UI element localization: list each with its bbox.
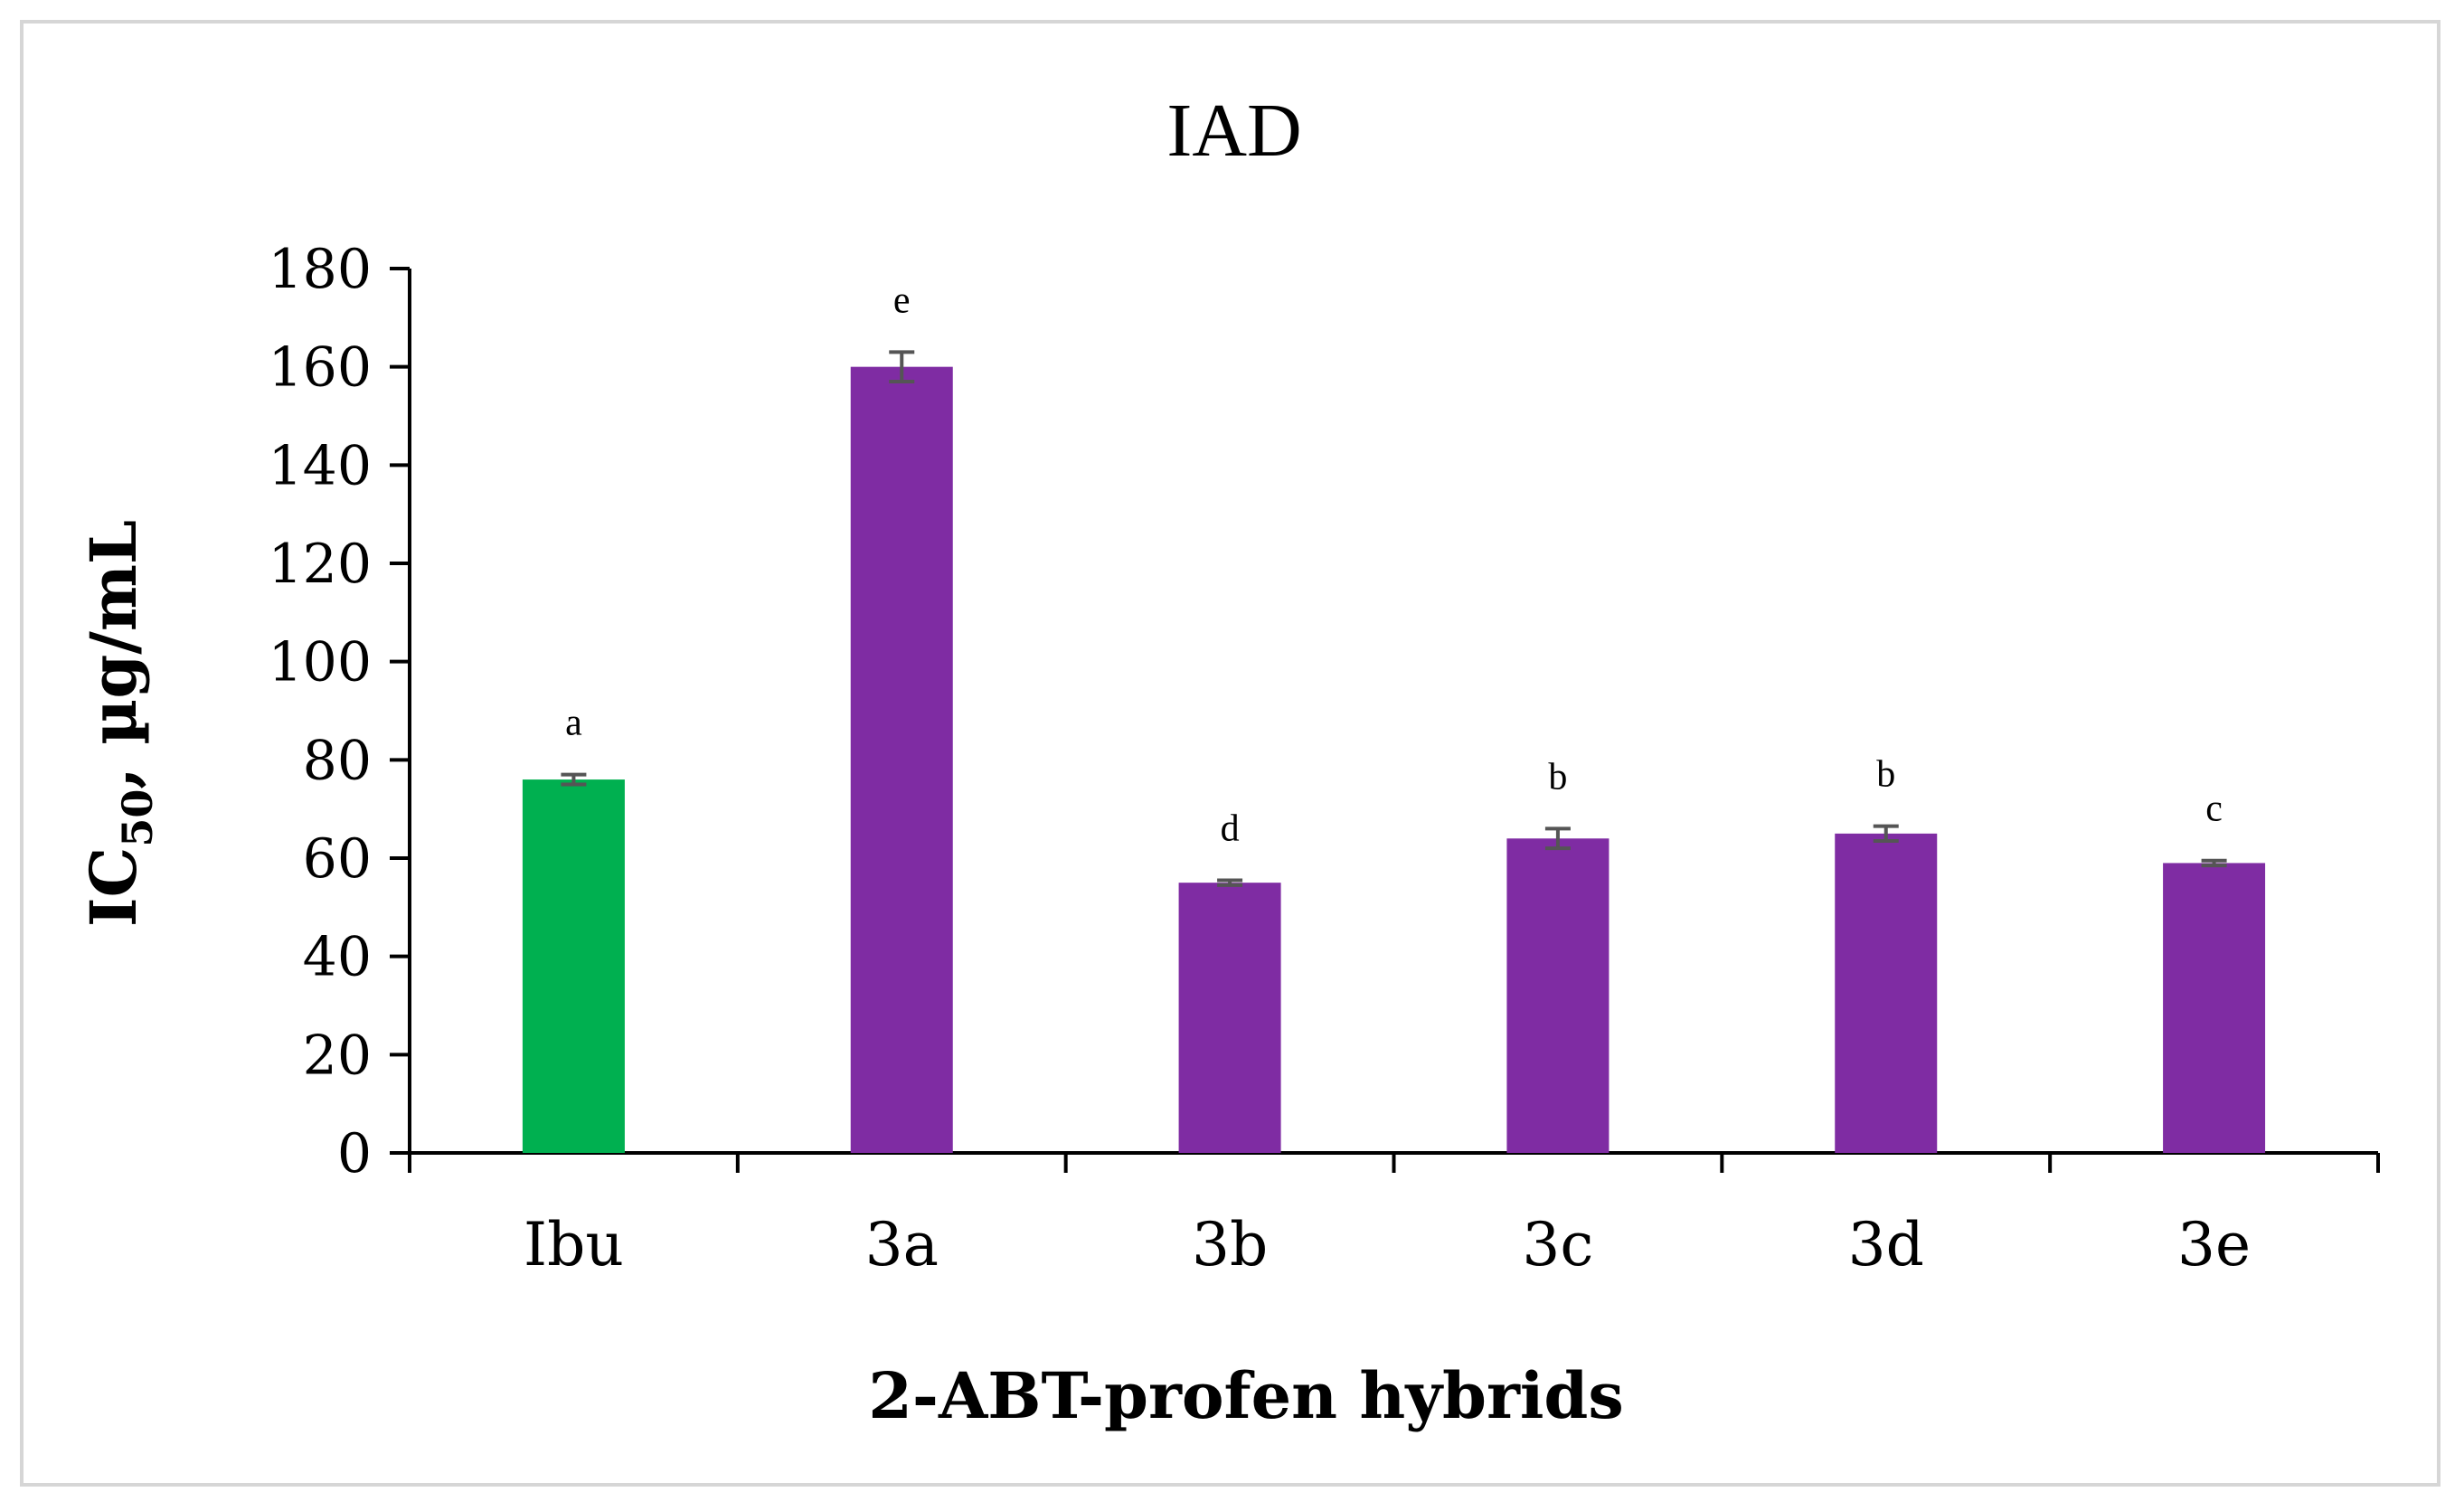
significance-label-3a: e (893, 279, 911, 321)
y-axis-label-subscript: 50 (113, 789, 162, 847)
y-tick-label: 180 (268, 238, 372, 301)
x-tick-label-3c: 3c (1522, 1210, 1593, 1280)
axes: 0 20 40 60 80 100 120 140 160 180 (268, 238, 2380, 1185)
significance-label-3b: d (1221, 807, 1240, 849)
x-tick-label-3d: 3d (1848, 1210, 1924, 1280)
y-tick-label: 60 (303, 827, 372, 891)
x-tick-label-3b: 3b (1192, 1210, 1268, 1280)
bar-3c (1506, 838, 1610, 1153)
y-axis-label-unit: , µg/mL (76, 520, 151, 789)
chart-title: IAD (1166, 89, 1301, 173)
y-tick-label: 140 (268, 434, 372, 497)
y-tick-label: 40 (303, 926, 372, 989)
bars: a Ibu e 3a d 3b b 3c b 3d c 3e (522, 279, 2266, 1280)
x-axis-label: 2-ABT-profen hybrids (868, 1358, 1624, 1433)
y-axis-label: IC50, µg/mL (76, 520, 162, 927)
y-tick-label: 80 (303, 729, 372, 792)
y-tick-label: 100 (268, 631, 372, 694)
y-tick-label: 120 (268, 533, 372, 596)
significance-label-3e: c (2205, 789, 2223, 830)
bar-Ibu (522, 779, 625, 1153)
significance-label-3d: b (1876, 754, 1895, 796)
chart-frame (20, 20, 2440, 1487)
bar-3b (1178, 883, 1281, 1153)
y-tick-label: 160 (268, 336, 372, 400)
bar-3e (2163, 863, 2266, 1153)
svg-text:IC50, µg/mL: IC50, µg/mL (76, 520, 162, 927)
y-tick-label: 20 (303, 1024, 372, 1087)
bar-3d (1835, 833, 1938, 1153)
y-tick-label: 0 (337, 1122, 372, 1185)
significance-label-3c: b (1548, 756, 1567, 798)
bar-3a (850, 366, 953, 1154)
x-tick-label-3e: 3e (2177, 1210, 2251, 1280)
y-axis-label-main: IC (76, 847, 151, 927)
significance-label-Ibu: a (565, 703, 582, 744)
x-tick-label-3a: 3a (865, 1210, 939, 1280)
x-tick-label-Ibu: Ibu (524, 1210, 624, 1280)
